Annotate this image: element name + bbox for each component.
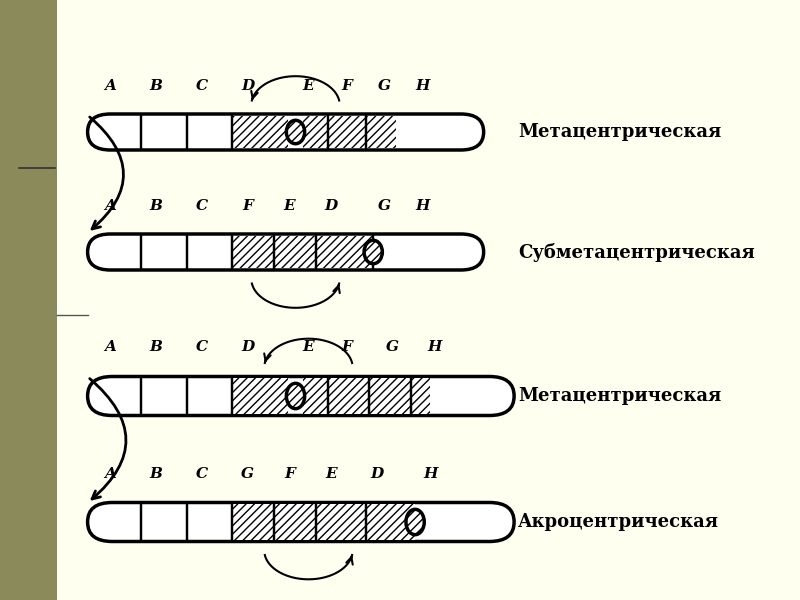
- Text: E: E: [326, 467, 337, 481]
- Text: D: D: [325, 199, 338, 213]
- Text: F: F: [341, 340, 352, 354]
- Text: C: C: [196, 340, 208, 354]
- FancyBboxPatch shape: [87, 114, 484, 150]
- Text: B: B: [150, 79, 162, 93]
- FancyBboxPatch shape: [87, 377, 514, 415]
- Text: B: B: [150, 199, 162, 213]
- Text: E: E: [302, 340, 314, 354]
- Text: Субметацентрическая: Субметацентрическая: [518, 242, 754, 262]
- Text: E: E: [302, 79, 314, 93]
- Text: D: D: [241, 79, 254, 93]
- Text: G: G: [378, 79, 391, 93]
- Text: H: H: [415, 79, 430, 93]
- Bar: [232, 236, 374, 268]
- Bar: [232, 378, 288, 414]
- Text: C: C: [196, 467, 208, 481]
- Text: Метацентрическая: Метацентрическая: [518, 123, 721, 141]
- Text: F: F: [284, 467, 295, 481]
- Text: H: H: [427, 340, 442, 354]
- Bar: [232, 116, 288, 148]
- Text: C: C: [196, 199, 208, 213]
- Text: H: H: [415, 199, 430, 213]
- Text: D: D: [241, 340, 254, 354]
- Text: Акроцентрическая: Акроцентрическая: [518, 513, 719, 531]
- Text: B: B: [150, 340, 162, 354]
- Text: E: E: [284, 199, 295, 213]
- Text: A: A: [105, 199, 116, 213]
- Text: G: G: [386, 340, 398, 354]
- FancyBboxPatch shape: [87, 234, 484, 270]
- Bar: [232, 504, 415, 540]
- Text: G: G: [378, 199, 391, 213]
- Text: A: A: [105, 340, 116, 354]
- Text: C: C: [196, 79, 208, 93]
- Bar: [0, 0, 57, 600]
- Text: F: F: [242, 199, 253, 213]
- Text: A: A: [105, 79, 116, 93]
- Bar: [303, 116, 396, 148]
- Text: F: F: [341, 79, 352, 93]
- Text: Метацентрическая: Метацентрическая: [518, 387, 721, 405]
- Text: A: A: [105, 467, 116, 481]
- Text: G: G: [241, 467, 254, 481]
- Ellipse shape: [286, 120, 305, 143]
- Ellipse shape: [406, 509, 424, 535]
- Text: H: H: [423, 467, 438, 481]
- Bar: [303, 378, 430, 414]
- Ellipse shape: [286, 383, 305, 409]
- Text: B: B: [150, 467, 162, 481]
- FancyBboxPatch shape: [87, 503, 514, 541]
- Text: D: D: [370, 467, 384, 481]
- Ellipse shape: [364, 240, 382, 263]
